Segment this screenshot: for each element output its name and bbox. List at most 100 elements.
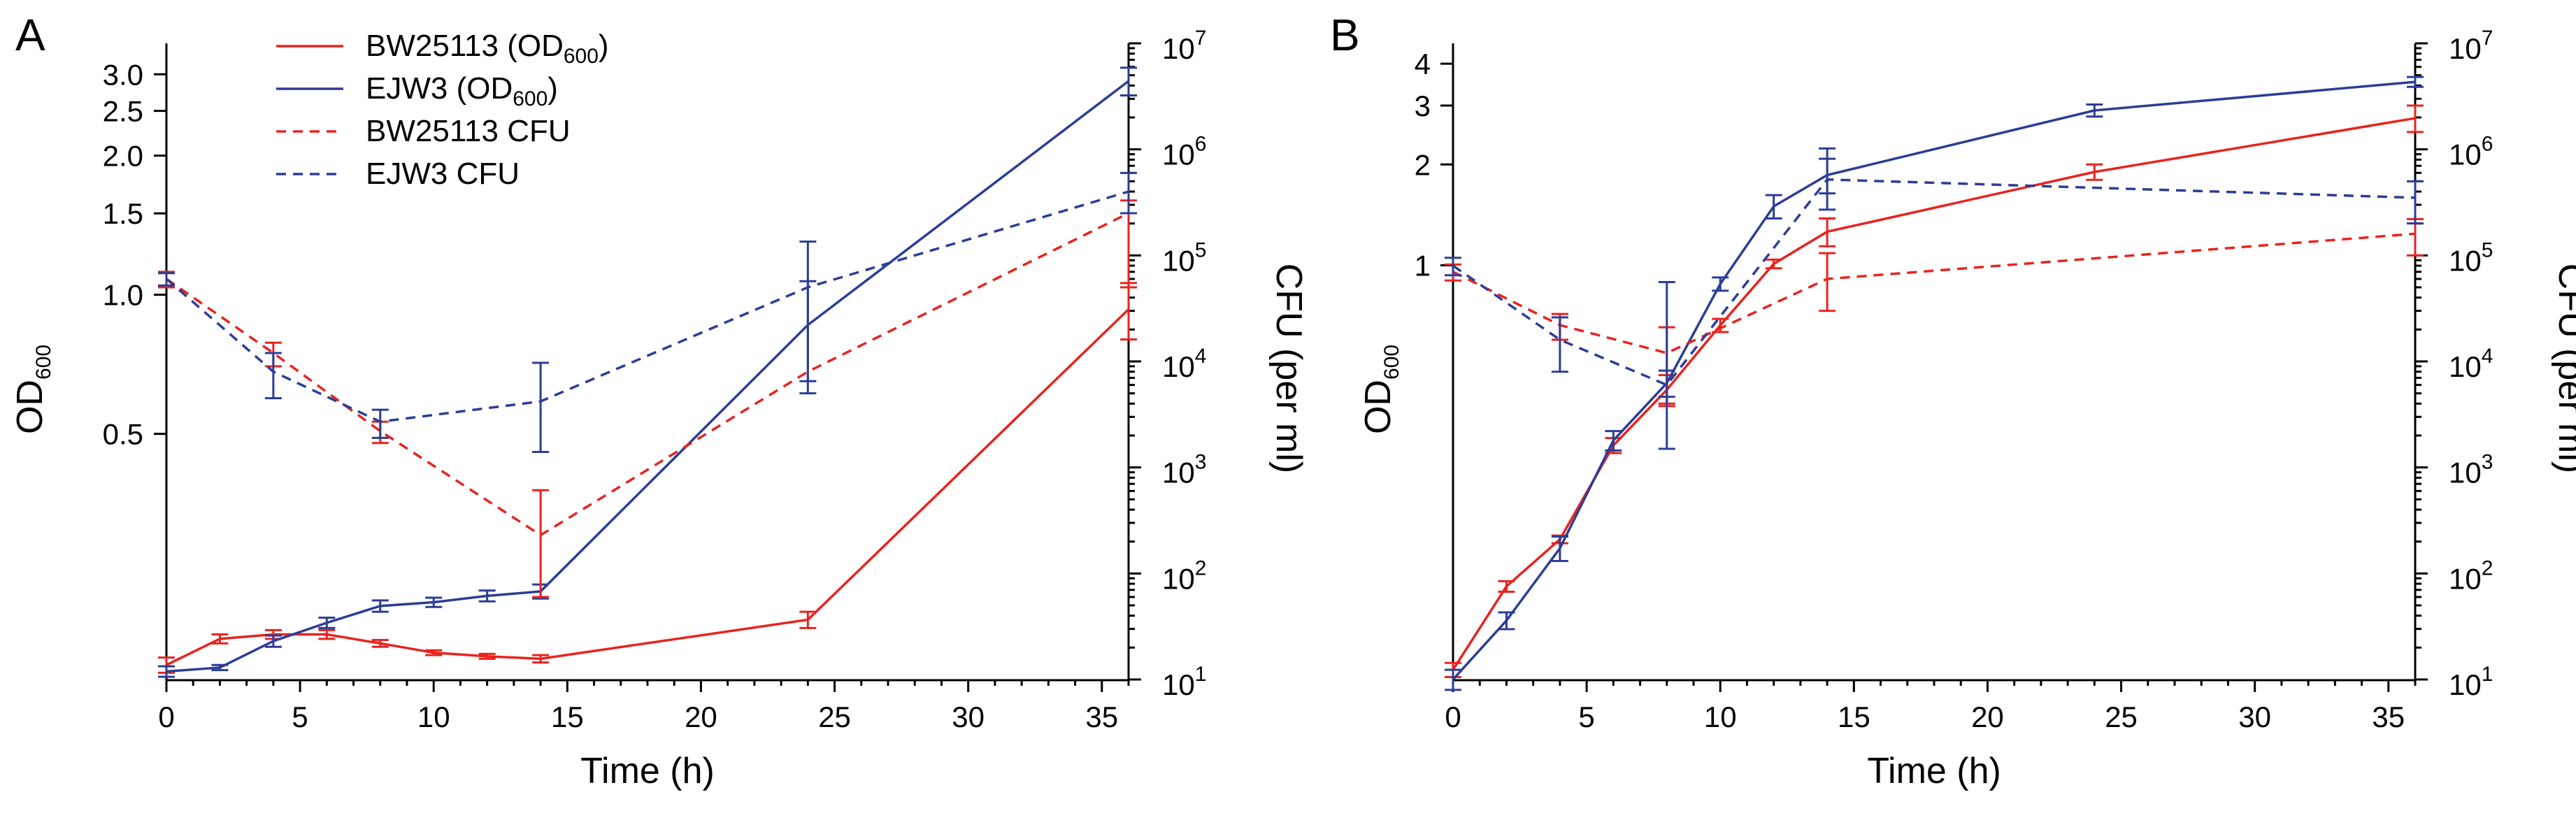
x-tick-label: 20 [1971, 700, 2004, 733]
error-bar [1551, 316, 1568, 373]
series-line [166, 212, 1129, 537]
y-left-tick-label: 1.0 [103, 279, 143, 312]
series-line [166, 308, 1130, 666]
x-tick-label: 0 [1445, 700, 1461, 733]
error-bar [1712, 276, 1729, 292]
x-tick-label: 0 [158, 700, 174, 733]
y-left-tick-label: 2.0 [103, 140, 143, 173]
error-bar [1445, 668, 1461, 691]
error-bar [2086, 163, 2103, 181]
error-bar [2407, 104, 2424, 134]
error-bar [532, 654, 550, 664]
y-left-tick-label: 2.5 [103, 95, 143, 128]
x-tick-label: 35 [1085, 700, 1118, 733]
x-axis-label: Time (h) [1867, 751, 2001, 791]
x-axis-label: Time (h) [580, 751, 715, 791]
x-tick-label: 35 [2372, 700, 2405, 733]
error-bar [264, 634, 282, 648]
y-left-tick-label: 0.5 [103, 418, 143, 451]
y-left-tick-label: 2 [1415, 148, 1431, 181]
x-tick-label: 25 [2105, 700, 2138, 733]
error-bar [1605, 430, 1622, 452]
legend-entry: BW25113 (OD600) [366, 29, 609, 68]
error-bar [158, 272, 175, 287]
series-bw25113-cfu [1445, 217, 2424, 405]
legend-entry: EJW3 CFU [366, 157, 520, 191]
x-tick-label: 30 [2238, 700, 2271, 733]
y-right-tick-label: 103 [2449, 451, 2493, 489]
error-bar [2407, 75, 2424, 88]
series-line [1452, 80, 2416, 681]
y-left-tick-label: 1.5 [103, 197, 143, 230]
error-bar [371, 599, 389, 613]
error-bar [2086, 103, 2103, 118]
error-bar [1120, 171, 1137, 215]
error-bar [1445, 257, 1461, 277]
y-right-tick-label: 106 [1162, 133, 1206, 171]
series-ejw3-od600- [158, 66, 1137, 678]
error-bar [318, 628, 336, 640]
error-bar [264, 352, 282, 400]
series-ejw3-od600- [1445, 75, 2424, 691]
error-bar [532, 489, 550, 598]
panel-label: A [15, 10, 45, 60]
error-bar [1712, 317, 1729, 333]
x-tick-label: 15 [1838, 700, 1870, 733]
y-left-tick-label: 3 [1415, 89, 1431, 122]
y-right-tick-label: 104 [2449, 345, 2493, 383]
x-tick-label: 30 [952, 700, 985, 733]
legend: BW25113 (OD600)EJW3 (OD600) BW25113 CFU EJ… [276, 29, 609, 191]
series-ejw3-cfu [1445, 147, 2424, 450]
series-bw25113-od600- [1445, 104, 2424, 678]
error-bar [1819, 252, 1836, 312]
error-bar [211, 663, 229, 672]
error-bar [1819, 147, 1836, 211]
chart-panel-a: 0 5 10 15 20 25 30 35 0.5 1.0 1.5 2.0 2.5 3.0 101 102 10… [10, 10, 1309, 791]
series-line [1452, 178, 2416, 387]
y-right-tick-label: 107 [2449, 27, 2493, 65]
error-bar [1498, 580, 1515, 594]
chart-panel-b: 0 5 10 15 20 25 30 35 1 2 3 4 101 102 103 104 105 106 107 T… [1330, 10, 2576, 791]
y-right-tick-label: 107 [1162, 27, 1206, 65]
error-bar [211, 633, 229, 645]
error-bar [425, 649, 443, 656]
error-bar [1765, 194, 1782, 220]
y-right-tick-label: 105 [2449, 238, 2493, 277]
error-bar [1551, 535, 1568, 562]
legend-entry: BW25113 CFU [366, 114, 571, 148]
series-line [166, 80, 1130, 673]
series-ejw3-cfu [158, 171, 1137, 454]
y-right-tick-label: 101 [2449, 663, 2493, 701]
error-bar [2407, 180, 2424, 225]
x-tick-label: 25 [818, 700, 851, 733]
series-bw25113-od600- [158, 282, 1137, 674]
x-tick-label: 20 [685, 700, 717, 733]
x-tick-label: 5 [1578, 700, 1594, 733]
legend-entry: EJW3 (OD600) [366, 71, 558, 110]
x-tick-label: 10 [417, 700, 450, 733]
error-bar [371, 408, 389, 439]
error-bar [425, 596, 443, 608]
panel-label: B [1330, 10, 1360, 60]
y-axis-label-left: OD600 [10, 345, 55, 434]
error-bar [1498, 611, 1515, 631]
y-right-tick-label: 101 [1162, 663, 1206, 701]
y-right-tick-label: 103 [1162, 451, 1206, 489]
x-tick-label: 15 [551, 700, 584, 733]
error-bar [318, 617, 336, 629]
error-bar [1765, 258, 1782, 270]
series-line [1452, 232, 2416, 354]
error-bar [799, 610, 817, 629]
x-tick-label: 5 [292, 700, 308, 733]
series-bw25113-cfu [158, 199, 1137, 598]
error-bar [478, 589, 496, 603]
y-left-tick-label: 4 [1415, 48, 1431, 80]
y-right-tick-label: 102 [1162, 556, 1206, 595]
y-axis-label-right: CFU (per ml) [1268, 264, 1309, 473]
y-right-tick-label: 104 [1162, 345, 1206, 383]
y-right-tick-label: 105 [1162, 238, 1206, 277]
error-bar [1819, 217, 1836, 247]
error-bar [2407, 217, 2424, 257]
error-bar [371, 638, 389, 648]
error-bar [158, 665, 175, 678]
